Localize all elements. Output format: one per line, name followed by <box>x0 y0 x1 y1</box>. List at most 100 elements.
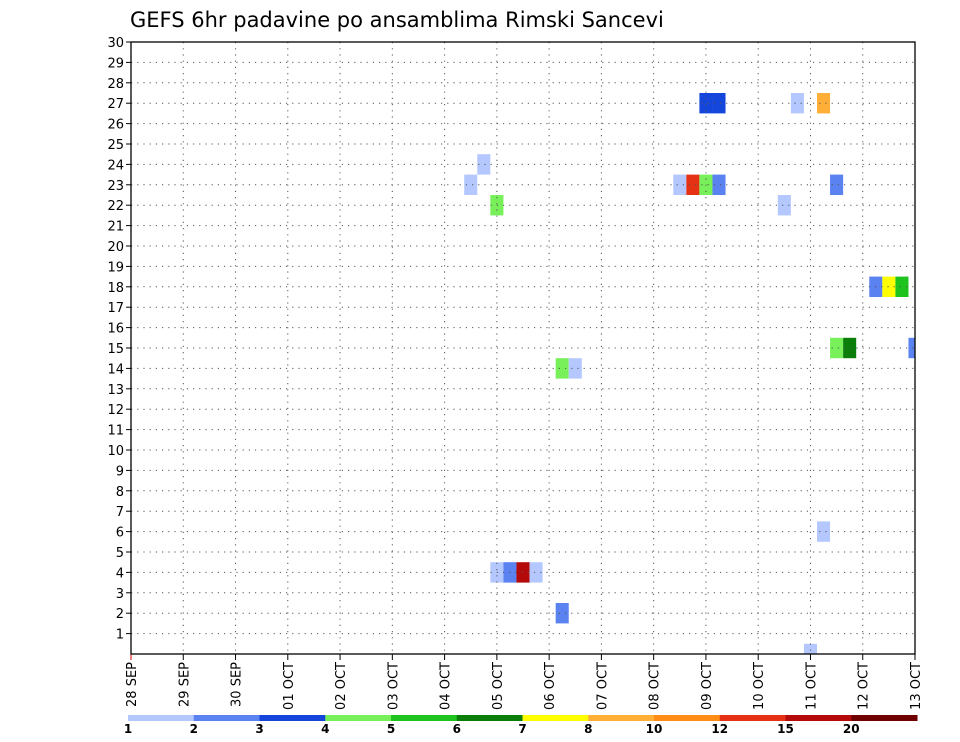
cell-21 <box>817 521 831 542</box>
colorbar-swatch-4 <box>391 715 458 721</box>
ytick-label-11: 11 <box>107 424 124 439</box>
ytick-label-4: 4 <box>116 566 124 581</box>
xtick-label-8: 06 OCT <box>543 662 558 710</box>
ytick-label-14: 14 <box>107 362 124 377</box>
xtick-label-15: 13 OCT <box>909 662 924 710</box>
colorbar-label-1: 2 <box>190 722 198 736</box>
ytick-label-30: 30 <box>107 36 124 51</box>
cell-17 <box>843 337 857 359</box>
ytick-label-23: 23 <box>107 179 124 194</box>
cell-1 <box>712 93 726 114</box>
xtick-label-1: 29 SEP <box>177 662 192 707</box>
colorbar-swatch-8 <box>654 715 721 721</box>
cell-15 <box>895 276 909 297</box>
ytick-label-29: 29 <box>107 56 124 71</box>
cell-7 <box>686 174 700 195</box>
ytick-label-8: 8 <box>116 485 124 500</box>
ytick-label-7: 7 <box>116 505 124 520</box>
ytick-label-27: 27 <box>107 97 124 112</box>
cell-12 <box>777 195 791 216</box>
colorbar-label-6: 7 <box>518 722 526 736</box>
cell-26 <box>555 603 569 624</box>
colorbar-swatch-7 <box>588 715 655 721</box>
cell-9 <box>712 174 726 195</box>
colorbar-label-4: 5 <box>387 722 395 736</box>
ytick-label-2: 2 <box>116 607 124 622</box>
ytick-label-1: 1 <box>116 628 124 643</box>
xtick-label-9: 07 OCT <box>595 662 610 710</box>
xtick-label-2: 30 SEP <box>230 662 245 707</box>
xtick-label-11: 09 OCT <box>700 662 715 710</box>
ytick-label-13: 13 <box>107 383 124 398</box>
colorbar: 1 2 3 4 5 6 7 8 10 12 15 20 <box>124 715 918 736</box>
cell-27 <box>803 643 817 654</box>
colorbar-swatch-10 <box>785 715 852 721</box>
colorbar-label-11: 20 <box>843 722 860 736</box>
cell-6 <box>673 174 687 195</box>
xtick-label-13: 11 OCT <box>804 662 819 710</box>
ytick-label-10: 10 <box>107 444 124 459</box>
colorbar-label-9: 12 <box>711 722 728 736</box>
ytick-label-5: 5 <box>116 546 124 561</box>
ytick-label-18: 18 <box>107 281 124 296</box>
chart-title: GEFS 6hr padavine po ansamblima Rimski S… <box>130 8 664 32</box>
ytick-label-12: 12 <box>107 403 124 418</box>
ytick-label-20: 20 <box>107 240 124 255</box>
ytick-label-26: 26 <box>107 118 124 133</box>
plot-frame <box>130 41 916 655</box>
colorbar-swatch-11 <box>851 715 918 721</box>
colorbar-label-7: 8 <box>584 722 592 736</box>
ytick-label-21: 21 <box>107 220 124 235</box>
xtick-label-6: 04 OCT <box>439 662 454 710</box>
cell-19 <box>555 358 569 379</box>
xtick-label-10: 08 OCT <box>648 662 663 710</box>
cell-25 <box>529 562 543 583</box>
colorbar-swatch-6 <box>522 715 589 721</box>
colorbar-swatch-2 <box>259 715 326 721</box>
ytick-label-16: 16 <box>107 322 124 337</box>
cell-24 <box>516 562 530 583</box>
xtick-label-14: 12 OCT <box>857 662 872 710</box>
x-axis: 28 SEP 29 SEP 30 SEP 01 OCT 02 OCT 03 OCT 04 O… <box>125 654 924 710</box>
ytick-label-17: 17 <box>107 301 124 316</box>
cell-4 <box>477 154 491 175</box>
colorbar-swatch-1 <box>193 715 260 721</box>
ytick-label-19: 19 <box>107 260 124 275</box>
cell-5 <box>464 174 478 195</box>
cell-2 <box>790 93 804 114</box>
cell-0 <box>699 93 713 114</box>
xtick-label-12: 10 OCT <box>752 662 767 710</box>
cell-20 <box>568 358 582 379</box>
colorbar-swatch-5 <box>456 715 523 721</box>
ytick-label-24: 24 <box>107 158 124 173</box>
y-axis: 1234567891011121314151617181920212223242… <box>107 36 131 643</box>
ytick-label-3: 3 <box>116 587 124 602</box>
colorbar-label-2: 3 <box>255 722 263 736</box>
cell-layer <box>464 93 915 654</box>
colorbar-label-5: 6 <box>453 722 461 736</box>
ytick-label-28: 28 <box>107 77 124 92</box>
cell-3 <box>817 93 831 114</box>
colorbar-swatch-0 <box>128 715 195 721</box>
xtick-label-5: 03 OCT <box>386 662 401 710</box>
cell-14 <box>882 276 896 297</box>
colorbar-label-0: 1 <box>124 722 132 736</box>
colorbar-label-3: 4 <box>321 722 329 736</box>
cell-10 <box>830 174 844 195</box>
ytick-label-15: 15 <box>107 342 124 357</box>
xtick-label-7: 05 OCT <box>491 662 506 710</box>
cell-18 <box>908 337 915 359</box>
ytick-label-6: 6 <box>116 526 124 541</box>
cell-16 <box>830 337 844 359</box>
ytick-label-25: 25 <box>107 138 124 153</box>
colorbar-label-8: 10 <box>646 722 663 736</box>
xtick-label-3: 01 OCT <box>282 662 297 710</box>
ytick-label-9: 9 <box>116 464 124 479</box>
xtick-label-0: 28 SEP <box>125 662 140 707</box>
colorbar-swatch-9 <box>719 715 786 721</box>
xtick-label-4: 02 OCT <box>334 662 349 710</box>
colorbar-label-10: 15 <box>777 722 794 736</box>
ytick-label-22: 22 <box>107 199 124 214</box>
colorbar-swatch-3 <box>325 715 392 721</box>
